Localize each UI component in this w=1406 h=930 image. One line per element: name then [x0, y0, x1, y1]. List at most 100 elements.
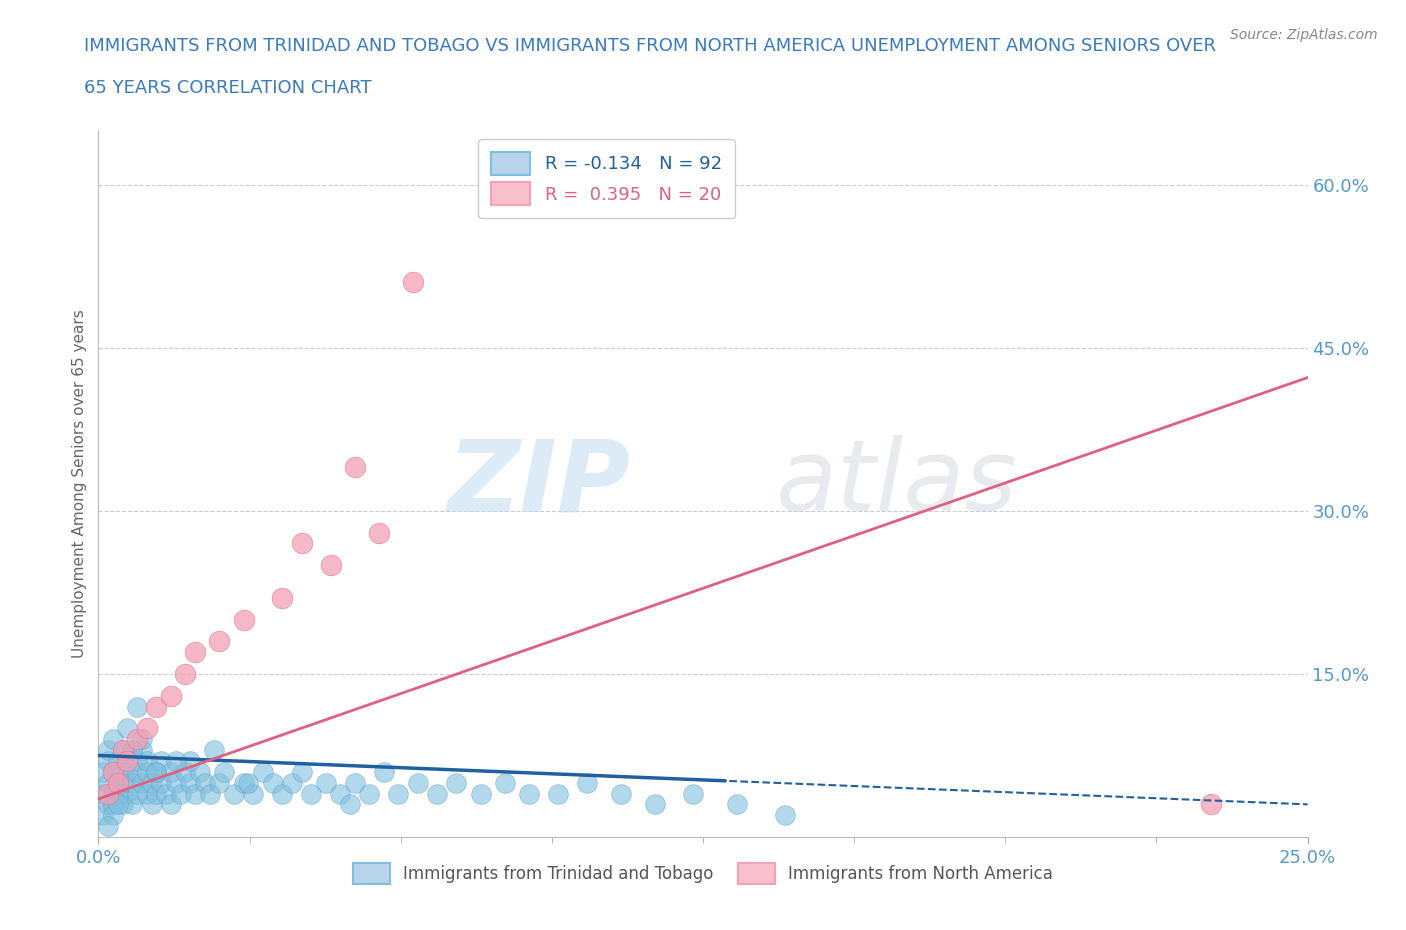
Point — [290, 536, 312, 551]
Point — [101, 808, 124, 823]
Point — [131, 742, 153, 757]
Point — [97, 753, 120, 768]
Point — [101, 732, 124, 747]
Point — [198, 786, 221, 801]
Point — [111, 764, 134, 779]
Point — [135, 753, 157, 768]
Point — [117, 764, 139, 779]
Point — [179, 753, 201, 768]
Point — [343, 459, 366, 474]
Point — [141, 776, 163, 790]
Point — [169, 786, 191, 801]
Point — [252, 764, 274, 779]
Point — [329, 786, 352, 801]
Point — [127, 764, 149, 779]
Point — [773, 808, 796, 823]
Point — [281, 776, 304, 790]
Point — [610, 786, 633, 801]
Point — [165, 776, 187, 790]
Point — [117, 753, 139, 768]
Point — [232, 612, 254, 627]
Point — [97, 776, 120, 790]
Point — [339, 797, 361, 812]
Point — [150, 776, 173, 790]
Point — [107, 776, 129, 790]
Point — [117, 721, 139, 736]
Point — [121, 797, 143, 812]
Point — [174, 764, 197, 779]
Point — [242, 786, 264, 801]
Point — [319, 558, 342, 573]
Point — [165, 753, 187, 768]
Point — [179, 776, 201, 790]
Point — [131, 732, 153, 747]
Point — [127, 786, 149, 801]
Point — [402, 275, 425, 290]
Point — [101, 797, 124, 812]
Point — [184, 644, 207, 659]
Point — [299, 786, 322, 801]
Point — [135, 764, 157, 779]
Point — [91, 764, 114, 779]
Point — [97, 818, 120, 833]
Point — [155, 786, 177, 801]
Point — [111, 742, 134, 757]
Point — [121, 776, 143, 790]
Point — [160, 797, 183, 812]
Point — [208, 776, 231, 790]
Point — [160, 764, 183, 779]
Point — [117, 753, 139, 768]
Point — [101, 764, 124, 779]
Point — [107, 797, 129, 812]
Point — [194, 776, 217, 790]
Text: 65 YEARS CORRELATION CHART: 65 YEARS CORRELATION CHART — [84, 79, 373, 97]
Point — [494, 776, 516, 790]
Point — [682, 786, 704, 801]
Legend: Immigrants from Trinidad and Tobago, Immigrants from North America: Immigrants from Trinidad and Tobago, Imm… — [344, 854, 1062, 892]
Point — [343, 776, 366, 790]
Point — [111, 742, 134, 757]
Point — [145, 699, 167, 714]
Point — [101, 786, 124, 801]
Point — [725, 797, 748, 812]
Point — [145, 786, 167, 801]
Point — [222, 786, 245, 801]
Point — [117, 786, 139, 801]
Point — [426, 786, 449, 801]
Point — [97, 786, 120, 801]
Point — [97, 797, 120, 812]
Point — [204, 742, 226, 757]
Point — [135, 721, 157, 736]
Point — [131, 776, 153, 790]
Point — [127, 732, 149, 747]
Text: ZIP: ZIP — [447, 435, 630, 532]
Text: Source: ZipAtlas.com: Source: ZipAtlas.com — [1230, 28, 1378, 42]
Point — [315, 776, 337, 790]
Point — [271, 786, 294, 801]
Point — [290, 764, 312, 779]
Point — [107, 786, 129, 801]
Point — [238, 776, 260, 790]
Point — [212, 764, 235, 779]
Point — [387, 786, 409, 801]
Point — [446, 776, 468, 790]
Text: atlas: atlas — [776, 435, 1017, 532]
Point — [111, 776, 134, 790]
Point — [517, 786, 540, 801]
Point — [359, 786, 381, 801]
Point — [271, 591, 294, 605]
Point — [135, 786, 157, 801]
Point — [107, 776, 129, 790]
Point — [107, 753, 129, 768]
Point — [97, 742, 120, 757]
Point — [575, 776, 598, 790]
Point — [208, 634, 231, 649]
Point — [160, 688, 183, 703]
Point — [121, 742, 143, 757]
Point — [91, 786, 114, 801]
Point — [470, 786, 492, 801]
Point — [127, 753, 149, 768]
Point — [174, 667, 197, 682]
Point — [373, 764, 395, 779]
Point — [127, 699, 149, 714]
